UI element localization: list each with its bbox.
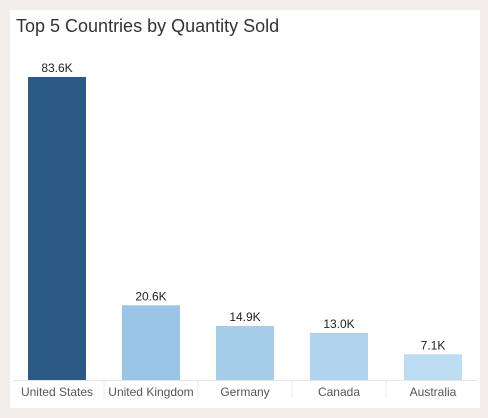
data-label: 7.1K xyxy=(421,338,446,352)
chart-card: Top 5 Countries by Quantity Sold 83.6K Un… xyxy=(10,10,480,408)
data-label: 83.6K xyxy=(41,61,72,75)
bar-chart: 83.6K United States 20.6K United Kingdom 14.… xyxy=(13,61,477,399)
x-tick-label: Australia xyxy=(410,385,457,399)
x-tick-label: United States xyxy=(21,385,93,399)
bar-united-kingdom[interactable] xyxy=(122,305,180,380)
x-tick-label: United Kingdom xyxy=(108,385,193,399)
chart-title: Top 5 Countries by Quantity Sold xyxy=(16,16,280,36)
data-label: 13.0K xyxy=(323,317,354,331)
bar-germany[interactable] xyxy=(216,326,274,380)
data-label: 20.6K xyxy=(135,289,166,303)
bar-canada[interactable] xyxy=(310,332,368,380)
bar-united-states[interactable] xyxy=(28,77,86,380)
x-tick-label: Germany xyxy=(220,385,269,399)
data-label: 14.9K xyxy=(229,310,260,324)
bar-australia[interactable] xyxy=(404,354,462,380)
x-tick-label: Canada xyxy=(318,385,360,399)
